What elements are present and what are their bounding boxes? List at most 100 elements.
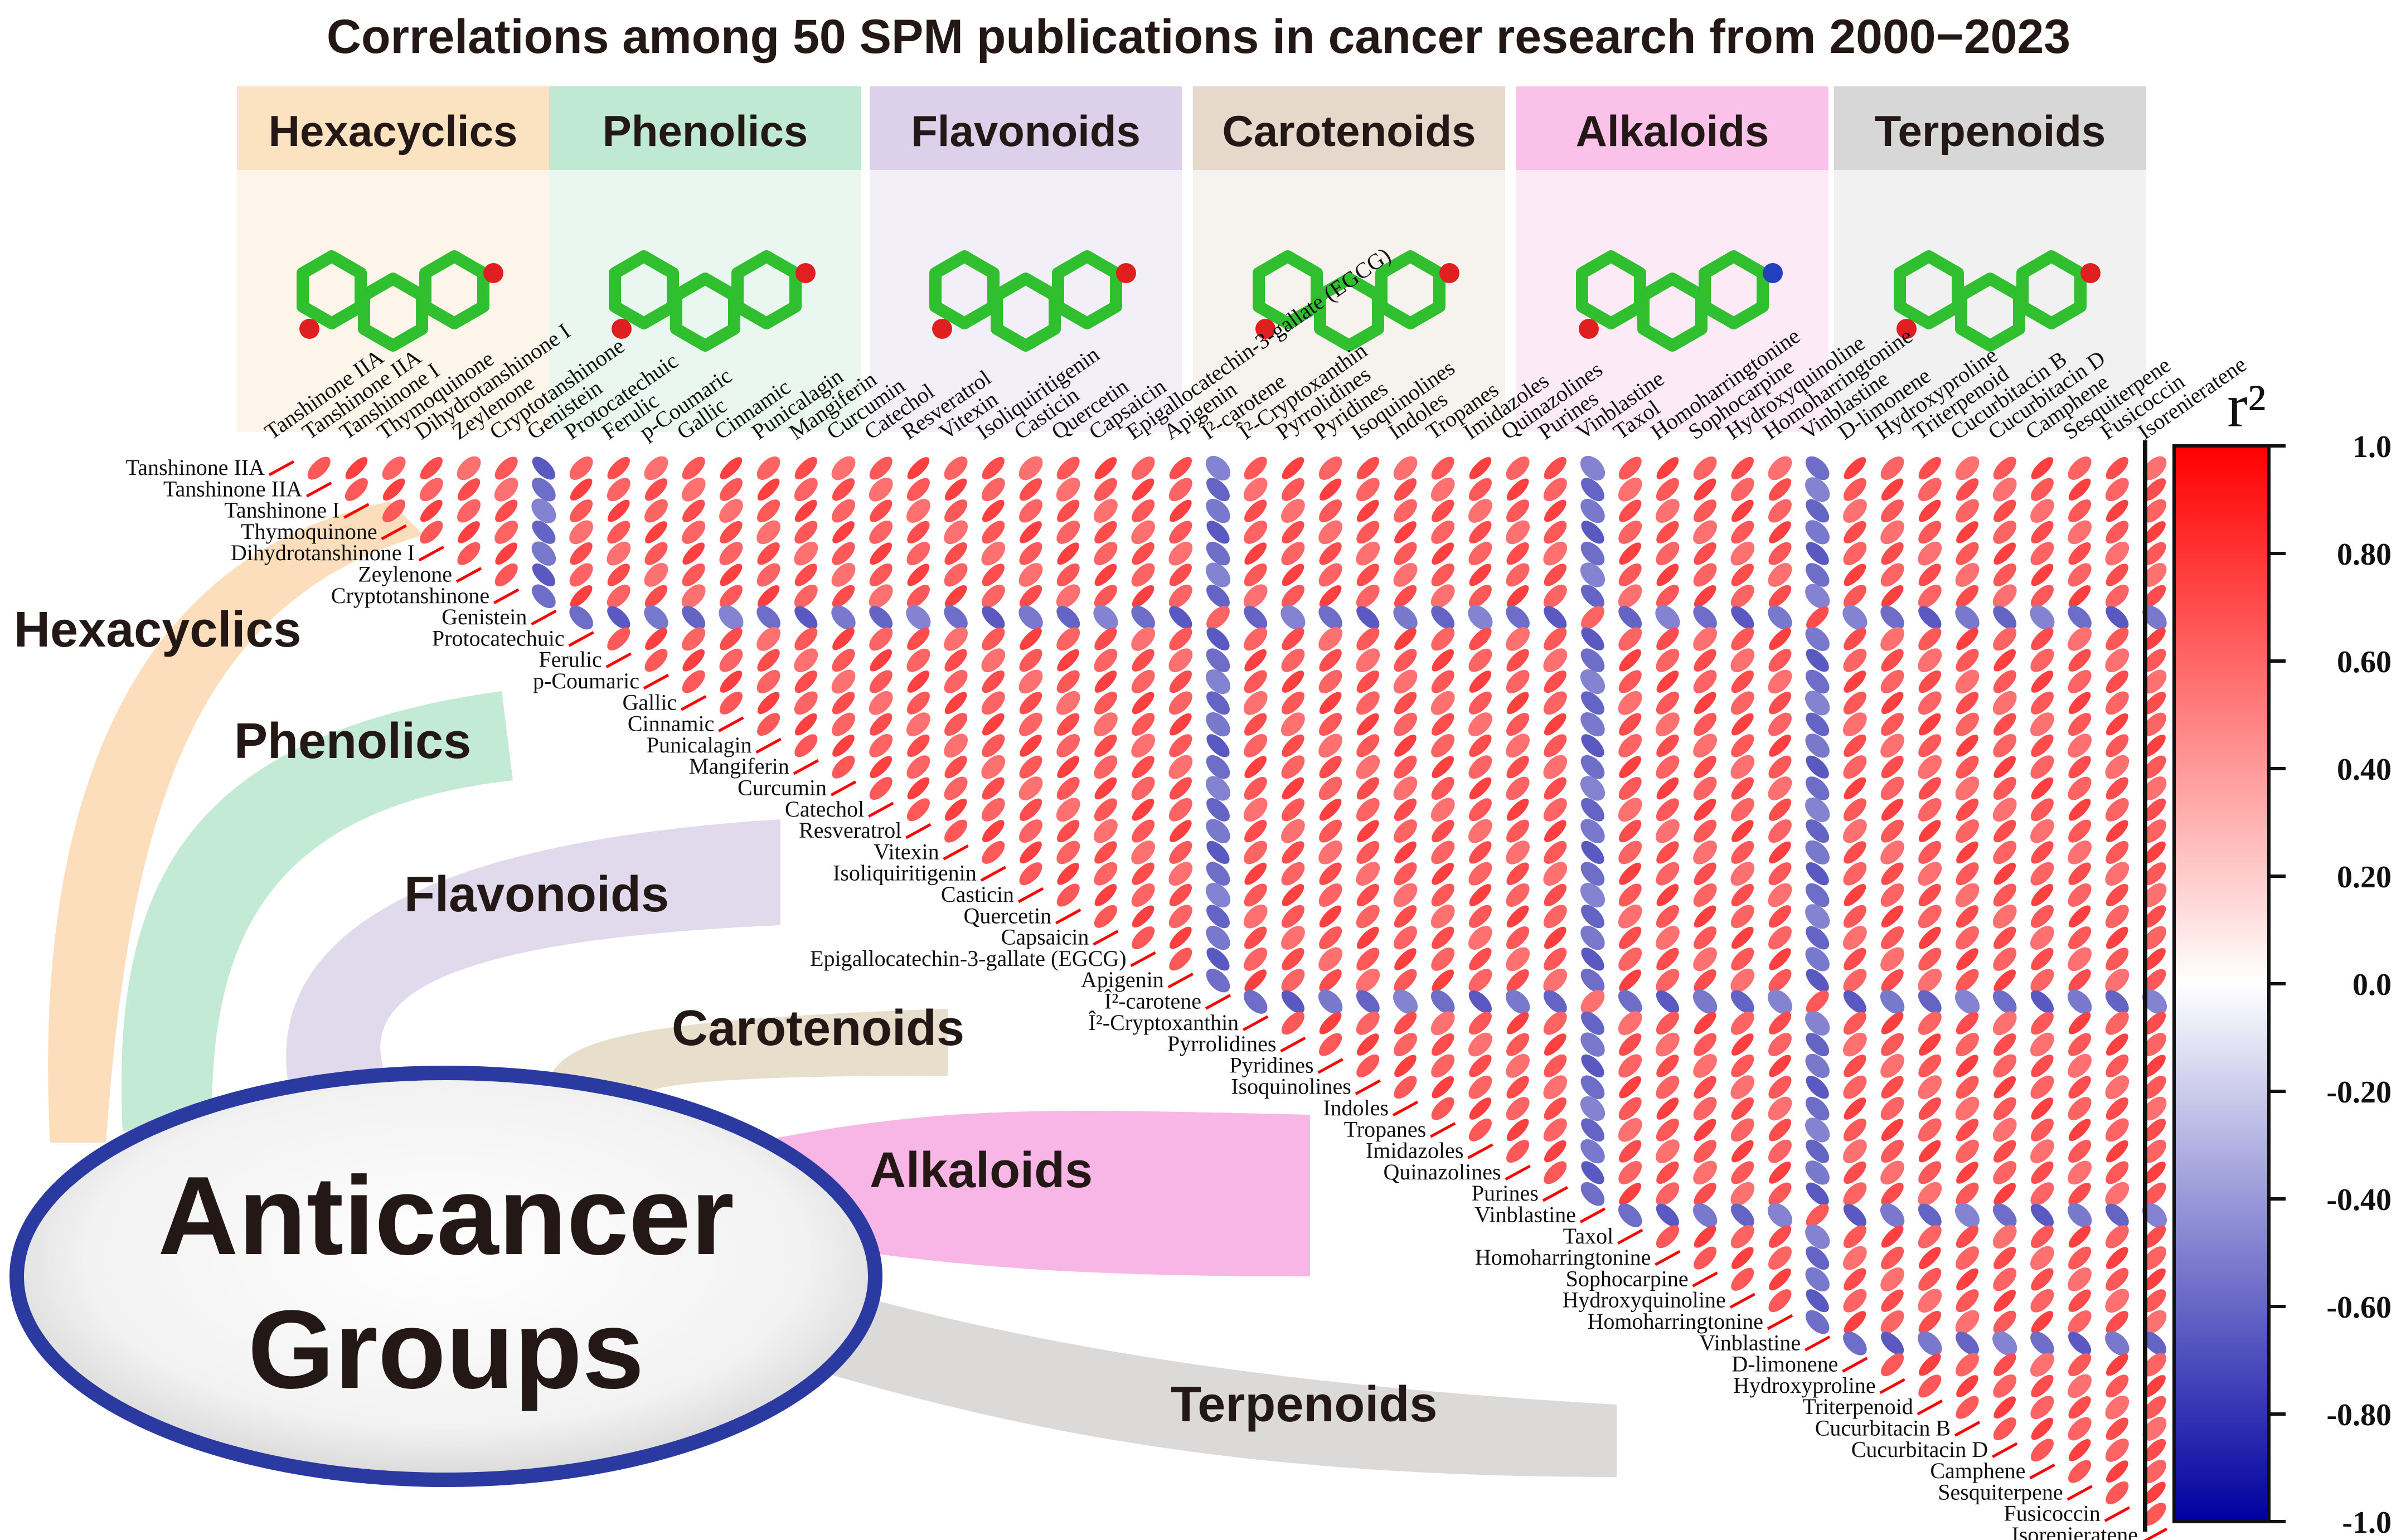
correlation-cell: [1768, 1182, 1792, 1206]
correlation-cell: [832, 628, 855, 650]
correlation-cell: [2068, 627, 2092, 651]
correlation-cell: [944, 563, 968, 587]
diagonal-mark: [793, 759, 819, 775]
correlation-cell: [1543, 1011, 1567, 1035]
correlation-cell: [1468, 905, 1492, 928]
correlation-cell: [1580, 1075, 1605, 1099]
correlation-cell: [570, 585, 593, 608]
correlation-cell: [569, 605, 593, 630]
correlation-cell: [1431, 733, 1455, 757]
correlation-cell: [2143, 862, 2166, 886]
correlation-cell: [1918, 456, 1941, 480]
correlation-cell: [1132, 862, 1155, 885]
correlation-cell: [1020, 628, 1042, 650]
correlation-cell: [1281, 926, 1305, 950]
correlation-cell: [1319, 649, 1342, 672]
row-label: Tanshinone IIA: [163, 476, 302, 501]
correlation-cell: [1768, 1246, 1792, 1270]
correlation-cell: [1656, 734, 1679, 757]
row-label: Pyrrolidines: [1167, 1031, 1277, 1056]
correlation-cell: [1955, 563, 1980, 587]
correlation-cell: [2031, 563, 2054, 586]
correlation-cell: [1656, 499, 1680, 523]
correlation-cell: [2068, 585, 2091, 608]
correlation-cell: [1206, 648, 1230, 672]
correlation-cell: [2030, 499, 2054, 523]
correlation-cell: [1880, 841, 1904, 864]
correlation-cell: [1432, 713, 1454, 736]
correlation-cell: [1694, 756, 1716, 779]
correlation-cell: [2030, 542, 2054, 566]
correlation-cell: [1356, 713, 1379, 736]
group-header-label: Phenolics: [603, 106, 808, 156]
correlation-cell: [1093, 605, 1118, 630]
correlation-cell: [570, 542, 593, 565]
correlation-cell: [1993, 841, 2017, 864]
row-label: Triterpenoid: [1802, 1394, 1913, 1419]
correlation-cell: [1880, 605, 1904, 630]
correlation-cell: [1431, 627, 1455, 651]
correlation-cell: [982, 521, 1005, 544]
correlation-cell: [2031, 948, 2054, 971]
correlation-cell: [2068, 798, 2091, 821]
row-label: Apigenin: [1081, 967, 1164, 992]
correlation-cell: [382, 499, 406, 523]
diagonal-mark: [1579, 1207, 1606, 1223]
correlation-cell: [1992, 1331, 2017, 1356]
correlation-cell: [1206, 841, 1230, 864]
correlation-cell: [1881, 585, 1904, 608]
correlation-cell: [1806, 819, 1830, 843]
correlation-cell: [1769, 1268, 1791, 1291]
correlation-cell: [1730, 648, 1755, 673]
correlation-cell: [1581, 584, 1604, 608]
correlation-cell: [1506, 1140, 1530, 1163]
correlation-cell: [1731, 1097, 1754, 1120]
correlation-cell: [1432, 969, 1454, 992]
correlation-cell: [1693, 841, 1717, 864]
correlation-cell: [1020, 841, 1042, 864]
correlation-cell: [1992, 990, 2017, 1014]
correlation-cell: [1544, 563, 1566, 586]
correlation-cell: [1993, 499, 2016, 522]
correlation-cell: [1806, 606, 1829, 629]
correlation-cell: [869, 627, 893, 651]
correlation-cell: [719, 605, 744, 630]
correlation-cell: [906, 605, 931, 630]
row-label: Isorenieratene: [2011, 1522, 2138, 1540]
correlation-cell: [1694, 1140, 1717, 1163]
correlation-cell: [1619, 649, 1642, 672]
row-label: Taxol: [1563, 1223, 1614, 1248]
correlation-cell: [1019, 755, 1042, 779]
correlation-cell: [1506, 713, 1530, 736]
correlation-cell: [1319, 692, 1342, 715]
correlation-cell: [2068, 862, 2091, 885]
correlation-cell: [1843, 819, 1867, 843]
correlation-cell: [1805, 477, 1830, 502]
correlation-cell: [1580, 968, 1605, 993]
correlation-cell: [906, 585, 930, 608]
correlation-cell: [1581, 1118, 1604, 1142]
correlation-cell: [607, 456, 630, 480]
correlation-cell: [1731, 1140, 1754, 1163]
diagonal-mark: [1093, 930, 1119, 946]
group-column-bg: [870, 170, 1182, 432]
correlation-cell: [2068, 520, 2092, 545]
correlation-cell: [1956, 1332, 1979, 1356]
correlation-cell: [457, 499, 481, 523]
correlation-cell: [1618, 670, 1642, 693]
correlation-cell: [1805, 797, 1830, 822]
correlation-cell: [1319, 969, 1342, 992]
correlation-cell: [457, 456, 481, 480]
correlation-cell: [345, 457, 368, 479]
correlation-cell: [869, 456, 893, 480]
molecule-icon: [297, 250, 503, 352]
correlation-cell: [1956, 1119, 1979, 1141]
correlation-cell: [1880, 883, 1904, 907]
correlation-cell: [1168, 691, 1192, 715]
correlation-cell: [1356, 606, 1380, 629]
correlation-cell: [1806, 1289, 1829, 1313]
correlation-cell: [1206, 948, 1230, 971]
correlation-cell: [1431, 1054, 1455, 1078]
correlation-cell: [1768, 669, 1792, 694]
row-label: Mangiferin: [689, 754, 789, 779]
